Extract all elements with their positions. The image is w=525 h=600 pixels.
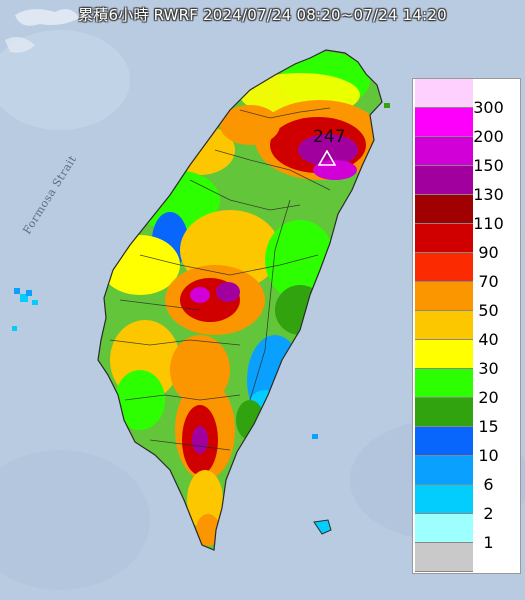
map-title: 累積6小時 RWRF 2024/07/24 08:20~07/24 14:20 — [78, 6, 447, 24]
legend-swatch — [415, 340, 473, 369]
legend-label: 40 — [478, 330, 499, 349]
legend-label: 50 — [478, 301, 499, 320]
legend-label: 110 — [473, 214, 504, 233]
sea-texture — [0, 450, 150, 590]
taiwan-coastline — [97, 49, 383, 551]
legend-swatch — [415, 137, 473, 166]
legend-swatch — [415, 79, 473, 108]
legend-swatch — [415, 311, 473, 340]
cloud-patch — [15, 9, 80, 26]
legend-label: 130 — [473, 185, 504, 204]
legend-label: 2 — [483, 504, 494, 523]
legend-label: 150 — [473, 156, 504, 175]
legend-swatch — [415, 166, 473, 195]
legend-label: 15 — [478, 417, 499, 436]
legend-swatch — [415, 108, 473, 137]
sea-texture — [0, 30, 130, 130]
county-boundaries — [109, 107, 331, 451]
legend-swatch — [415, 456, 473, 485]
legend-swatch — [415, 543, 473, 572]
guishan-island — [384, 103, 390, 108]
legend-swatch — [415, 253, 473, 282]
legend-label: 90 — [478, 243, 499, 262]
legend-swatch — [415, 514, 473, 543]
penghu-islands — [12, 288, 38, 331]
legend-label: 200 — [473, 127, 504, 146]
legend-swatch — [415, 427, 473, 456]
legend-label: 10 — [478, 446, 499, 465]
legend-swatch — [415, 282, 473, 311]
legend-swatch — [415, 224, 473, 253]
orchid-island — [313, 519, 332, 535]
green-island — [312, 434, 318, 439]
legend-label: 1 — [483, 533, 494, 552]
triangle-marker-icon — [318, 150, 336, 166]
legend-swatch — [415, 398, 473, 427]
legend-swatch — [415, 485, 473, 514]
legend-swatch — [415, 369, 473, 398]
peak-rainfall-value: 247 — [313, 127, 346, 147]
cloud-patch — [5, 36, 35, 53]
legend-label: 6 — [483, 475, 494, 494]
legend-label: 300 — [473, 98, 504, 117]
rainfall-legend: 300 200 150 130 110 90 70 50 40 30 20 15 10 6 2 1 — [412, 78, 521, 574]
legend-label: 20 — [478, 388, 499, 407]
legend-label: 70 — [478, 272, 499, 291]
legend-label: 30 — [478, 359, 499, 378]
legend-swatch — [415, 195, 473, 224]
